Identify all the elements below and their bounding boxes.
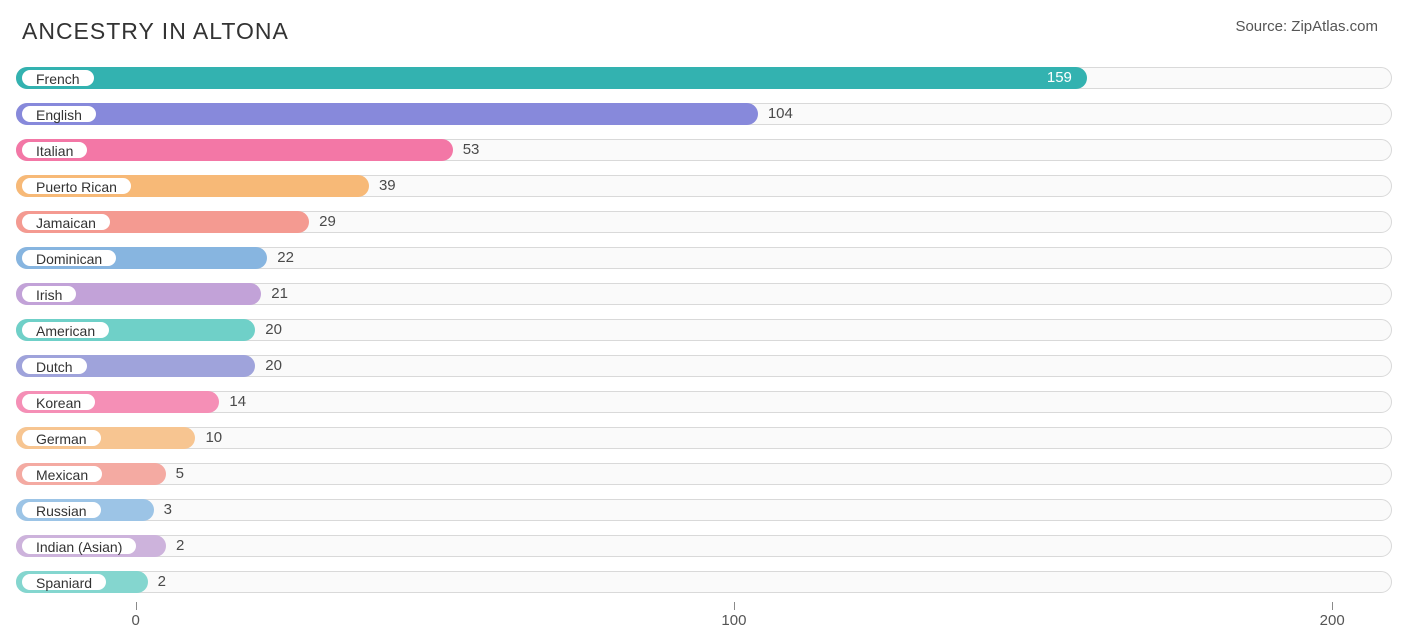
bar-value-label: 10 <box>205 427 222 449</box>
bar-fill <box>16 103 758 125</box>
bar-row: Dominican 22 <box>16 240 1392 276</box>
bar-row: French 159 <box>16 60 1392 96</box>
bar-row: Indian (Asian) 2 <box>16 528 1392 564</box>
axis-tick-label: 200 <box>1320 612 1345 629</box>
bar-track <box>16 499 1392 521</box>
bar-category-pill: Indian (Asian) <box>21 537 137 555</box>
bar-row: German 10 <box>16 420 1392 456</box>
bar-value-label: 5 <box>176 463 184 485</box>
bar-category-pill: English <box>21 105 97 123</box>
bar-value-label: 2 <box>158 571 166 593</box>
bar-row: Dutch 20 <box>16 348 1392 384</box>
bar-value-label: 22 <box>277 247 294 269</box>
bar-row: Italian 53 <box>16 132 1392 168</box>
bar-category-pill: French <box>21 69 95 87</box>
chart-title: ANCESTRY IN ALTONA <box>22 18 289 45</box>
axis-tick <box>734 602 735 610</box>
bar-category-pill: American <box>21 321 110 339</box>
x-axis: 0 100 200 <box>16 602 1392 630</box>
bar-track <box>16 571 1392 593</box>
bar-row: Spaniard 2 <box>16 564 1392 600</box>
bar-row: Jamaican 29 <box>16 204 1392 240</box>
chart-plot-area: French 159 English 104 Italian 53 Puerto Rican… <box>16 60 1392 600</box>
bar-row: Korean 14 <box>16 384 1392 420</box>
axis-tick-label: 0 <box>131 612 139 629</box>
bar-category-pill: Mexican <box>21 465 103 483</box>
bar-value-label: 21 <box>271 283 288 305</box>
bar-value-label: 159 <box>1047 67 1072 89</box>
bar-value-label: 39 <box>379 175 396 197</box>
bar-category-pill: Spaniard <box>21 573 107 591</box>
axis-tick <box>136 602 137 610</box>
bar-row: Russian 3 <box>16 492 1392 528</box>
bar-value-label: 14 <box>229 391 246 413</box>
chart-source: Source: ZipAtlas.com <box>1235 18 1378 35</box>
bar-track <box>16 535 1392 557</box>
bar-fill <box>16 67 1087 89</box>
bar-row: Irish 21 <box>16 276 1392 312</box>
bar-category-pill: Puerto Rican <box>21 177 132 195</box>
bar-value-label: 3 <box>164 499 172 521</box>
bar-category-pill: Dutch <box>21 357 88 375</box>
bar-category-pill: Korean <box>21 393 96 411</box>
bar-value-label: 20 <box>265 355 282 377</box>
bar-value-label: 20 <box>265 319 282 341</box>
bar-track <box>16 463 1392 485</box>
bar-category-pill: Irish <box>21 285 77 303</box>
bar-category-pill: Italian <box>21 141 88 159</box>
bar-row: English 104 <box>16 96 1392 132</box>
bar-value-label: 29 <box>319 211 336 233</box>
bar-value-label: 104 <box>768 103 793 125</box>
bar-row: Puerto Rican 39 <box>16 168 1392 204</box>
axis-tick-label: 100 <box>721 612 746 629</box>
bar-track <box>16 391 1392 413</box>
chart-header: ANCESTRY IN ALTONA Source: ZipAtlas.com <box>0 0 1406 45</box>
bar-row: Mexican 5 <box>16 456 1392 492</box>
bar-value-label: 53 <box>463 139 480 161</box>
bar-value-label: 2 <box>176 535 184 557</box>
bar-category-pill: Russian <box>21 501 102 519</box>
bar-row: American 20 <box>16 312 1392 348</box>
bar-category-pill: German <box>21 429 102 447</box>
bar-category-pill: Jamaican <box>21 213 111 231</box>
bar-track <box>16 427 1392 449</box>
bar-category-pill: Dominican <box>21 249 117 267</box>
axis-tick <box>1332 602 1333 610</box>
